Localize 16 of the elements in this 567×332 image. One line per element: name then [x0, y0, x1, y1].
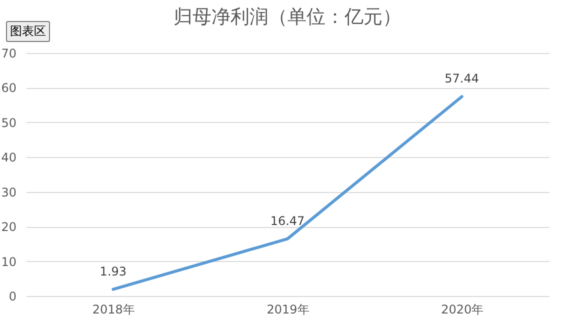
y-tick-label: 0: [8, 290, 16, 304]
data-label: 16.47: [270, 214, 305, 228]
x-tick-label: 2020年: [441, 302, 484, 316]
y-tick-label: 70: [1, 46, 16, 60]
y-tick-label: 60: [1, 81, 16, 96]
y-tick-label: 40: [1, 150, 16, 165]
data-label: 1.93: [100, 264, 127, 278]
x-tick-label: 2019年: [266, 302, 310, 316]
y-tick-label: 50: [1, 116, 16, 130]
y-tick-label: 10: [1, 254, 16, 269]
x-tick-label: 2018年: [92, 302, 135, 316]
data-label: 57.44: [444, 72, 480, 86]
y-tick-label: 30: [1, 185, 16, 200]
chart-title: 归母净利润（单位：亿元）: [174, 6, 402, 28]
text: 图表区: [6, 21, 50, 42]
y-tick-label: 20: [1, 220, 16, 234]
